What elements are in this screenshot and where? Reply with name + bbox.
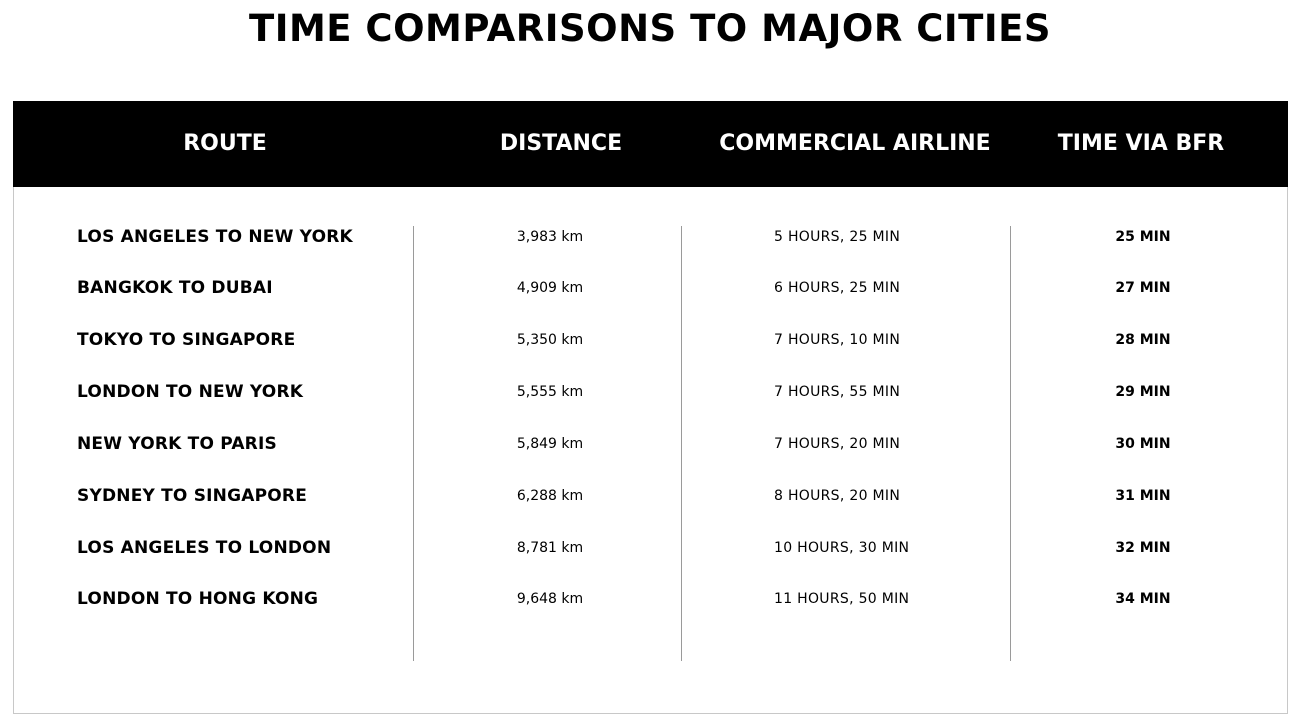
route-cell: NEW YORK TO PARIS bbox=[77, 434, 277, 454]
route-cell: LOS ANGELES TO NEW YORK bbox=[77, 227, 353, 247]
bfr-time-cell: 25 MIN bbox=[1115, 229, 1171, 245]
distance-cell: 5,350 km bbox=[516, 332, 584, 348]
bfr-time-cell: 27 MIN bbox=[1115, 280, 1171, 296]
table-row: TOKYO TO SINGAPORE 5,350 km 7 HOURS, 10 MI… bbox=[0, 325, 1300, 355]
distance-cell: 5,849 km bbox=[516, 436, 584, 452]
route-cell: SYDNEY TO SINGAPORE bbox=[77, 486, 308, 506]
route-cell: TOKYO TO SINGAPORE bbox=[77, 330, 296, 350]
bfr-time-cell: 28 MIN bbox=[1115, 332, 1171, 348]
bfr-time-cell: 34 MIN bbox=[1115, 591, 1171, 607]
header-commercial-airline: COMMERCIAL AIRLINE bbox=[719, 131, 991, 156]
header-route: ROUTE bbox=[183, 131, 267, 156]
commercial-airline-cell: 11 HOURS, 50 MIN bbox=[774, 591, 910, 607]
route-cell: LOS ANGELES TO LONDON bbox=[77, 538, 332, 558]
route-cell: BANGKOK TO DUBAI bbox=[77, 278, 273, 298]
route-cell: LONDON TO NEW YORK bbox=[77, 382, 304, 402]
table-header: ROUTE DISTANCE COMMERCIAL AIRLINE TIME V… bbox=[13, 101, 1288, 187]
commercial-airline-cell: 7 HOURS, 10 MIN bbox=[774, 332, 901, 348]
bfr-time-cell: 30 MIN bbox=[1115, 436, 1171, 452]
commercial-airline-cell: 6 HOURS, 25 MIN bbox=[774, 280, 901, 296]
column-divider bbox=[413, 226, 414, 661]
commercial-airline-cell: 7 HOURS, 20 MIN bbox=[774, 436, 901, 452]
distance-cell: 4,909 km bbox=[516, 280, 584, 296]
distance-cell: 6,288 km bbox=[516, 488, 584, 504]
column-divider bbox=[681, 226, 682, 661]
bfr-time-cell: 31 MIN bbox=[1115, 488, 1171, 504]
route-cell: LONDON TO HONG KONG bbox=[77, 589, 319, 609]
table-row: LOS ANGELES TO LONDON 8,781 km 10 HOURS, 3… bbox=[0, 533, 1300, 563]
bfr-time-cell: 29 MIN bbox=[1115, 384, 1171, 400]
column-divider bbox=[1010, 226, 1011, 661]
table-row: LOS ANGELES TO NEW YORK 3,983 km 5 HOURS, … bbox=[0, 222, 1300, 252]
distance-cell: 3,983 km bbox=[516, 229, 584, 245]
table-row: SYDNEY TO SINGAPORE 6,288 km 8 HOURS, 20 M… bbox=[0, 481, 1300, 511]
distance-cell: 9,648 km bbox=[516, 591, 584, 607]
table-row: NEW YORK TO PARIS 5,849 km 7 HOURS, 20 MIN… bbox=[0, 429, 1300, 459]
bfr-time-cell: 32 MIN bbox=[1115, 540, 1171, 556]
distance-cell: 8,781 km bbox=[516, 540, 584, 556]
table-row: LONDON TO HONG KONG 9,648 km 11 HOURS, 50 … bbox=[0, 584, 1300, 614]
header-time-via-bfr: TIME VIA BFR bbox=[1057, 131, 1225, 156]
distance-cell: 5,555 km bbox=[516, 384, 584, 400]
table-frame bbox=[13, 101, 1288, 714]
commercial-airline-cell: 8 HOURS, 20 MIN bbox=[774, 488, 901, 504]
table-row: BANGKOK TO DUBAI 4,909 km 6 HOURS, 25 MIN 2… bbox=[0, 273, 1300, 303]
commercial-airline-cell: 7 HOURS, 55 MIN bbox=[774, 384, 901, 400]
table-row: LONDON TO NEW YORK 5,555 km 7 HOURS, 55 MI… bbox=[0, 377, 1300, 407]
page-title: TIME COMPARISONS TO MAJOR CITIES bbox=[248, 7, 1052, 50]
commercial-airline-cell: 10 HOURS, 30 MIN bbox=[774, 540, 910, 556]
commercial-airline-cell: 5 HOURS, 25 MIN bbox=[774, 229, 901, 245]
header-distance: DISTANCE bbox=[499, 131, 623, 156]
